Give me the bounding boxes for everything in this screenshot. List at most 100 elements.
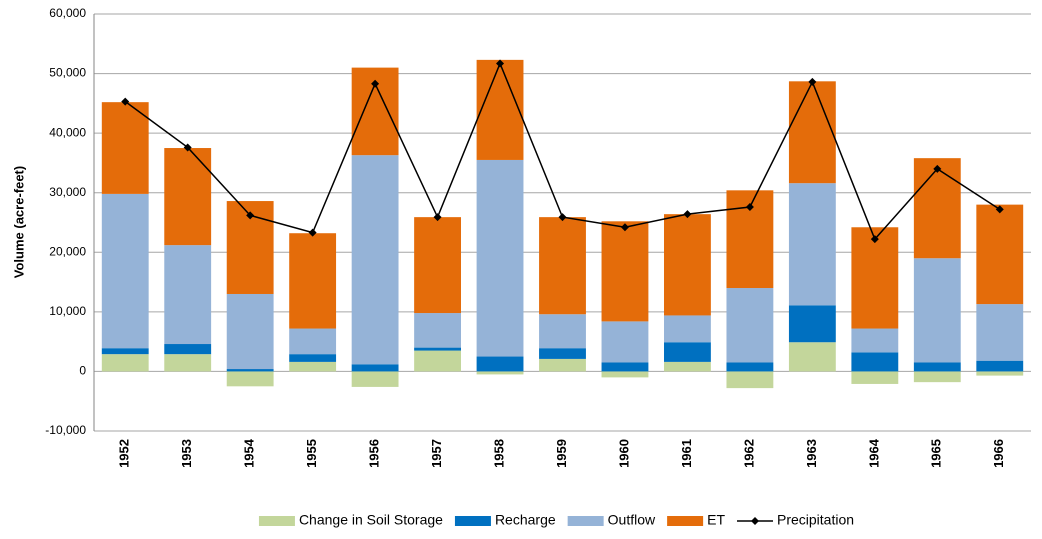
bar-segment [976, 371, 1024, 376]
bar-segment [351, 364, 399, 372]
bar-segment [539, 348, 586, 359]
x-tick-label: 1966 [991, 439, 1006, 468]
bar-segment [539, 217, 586, 315]
y-tick-label: 40,000 [49, 125, 86, 139]
legend-label: Outflow [608, 512, 656, 528]
x-tick-label: 1965 [929, 439, 944, 468]
bar-segment [476, 371, 524, 375]
x-tick-label: 1954 [242, 438, 257, 468]
bar-segment [726, 288, 774, 363]
y-axis-label: Volume (acre-feet) [11, 166, 26, 278]
x-tick-label: 1960 [616, 439, 631, 468]
bar-segment [788, 81, 836, 184]
legend-label: ET [707, 512, 725, 528]
bar-segment [414, 347, 461, 351]
bar-segment [101, 354, 149, 372]
bar-segment [351, 371, 399, 387]
bar-segment [601, 371, 649, 378]
legend-marker [751, 517, 760, 525]
marker [558, 213, 567, 222]
bar-segment [351, 155, 399, 365]
bar-segment [101, 193, 149, 349]
legend-swatch [667, 516, 704, 526]
marker [683, 210, 692, 219]
bar-segment [476, 356, 524, 372]
bar-segment [601, 221, 649, 322]
bar-segment [289, 354, 337, 362]
bar-segment [476, 159, 524, 357]
bar-segment [414, 350, 461, 372]
legend-swatch [258, 516, 295, 526]
bar-segment [101, 348, 149, 355]
bar-segment [414, 217, 461, 314]
legend-swatch [454, 516, 491, 526]
marker [496, 59, 505, 68]
y-tick-label: 50,000 [49, 66, 86, 80]
y-tick-label: 10,000 [49, 304, 86, 318]
x-tick-label: 1956 [367, 439, 382, 468]
bar-segment [851, 328, 899, 353]
legend-swatch [567, 516, 604, 526]
x-tick-label: 1959 [554, 439, 569, 468]
bar-segment [289, 328, 337, 355]
bar-segment [289, 361, 337, 372]
bar-segment [414, 313, 461, 348]
marker [620, 223, 629, 232]
bar-segment [164, 245, 212, 345]
bar-segment [539, 358, 586, 372]
marker [870, 235, 879, 244]
bar-segment [476, 59, 524, 160]
marker [183, 143, 192, 152]
bar-segment [664, 361, 711, 372]
bar-segment [913, 371, 961, 383]
y-tick-label: 30,000 [49, 185, 86, 199]
bar-segment [601, 362, 649, 372]
bar-segment [851, 371, 899, 384]
marker [995, 205, 1004, 214]
bar-segment [101, 102, 149, 194]
bar-segment [164, 354, 212, 372]
bar-segment [726, 362, 774, 372]
marker [745, 203, 754, 212]
bar-segment [226, 369, 274, 372]
y-tick-label: -10,000 [45, 423, 86, 437]
x-tick-label: 1963 [804, 439, 819, 468]
bar-segment [976, 204, 1024, 305]
x-tick-label: 1962 [741, 439, 756, 468]
bar-segment [601, 321, 649, 363]
bar-segment [726, 371, 774, 389]
x-tick-label: 1958 [491, 439, 506, 468]
legend-label: Recharge [495, 512, 556, 528]
bar-segment [851, 227, 899, 329]
legend-label: Precipitation [777, 512, 854, 528]
x-tick-label: 1957 [429, 439, 444, 468]
bar-segment [913, 258, 961, 363]
y-tick-label: 0 [79, 364, 86, 378]
bar-segment [539, 314, 586, 349]
bar-segment [664, 214, 711, 316]
legend-label: Change in Soil Storage [299, 512, 443, 528]
bar-segment [913, 362, 961, 372]
bar-segment [913, 158, 961, 259]
x-tick-label: 1953 [179, 439, 194, 468]
bar-segment [976, 360, 1024, 372]
bar-segment [164, 344, 212, 355]
bar-segment [788, 305, 836, 343]
bar-segment [226, 293, 274, 370]
marker [371, 79, 380, 88]
marker [308, 228, 317, 237]
bar-segment [976, 304, 1024, 361]
y-tick-label: 20,000 [49, 244, 86, 258]
marker [246, 211, 255, 220]
bar-segment [226, 371, 274, 387]
marker [808, 77, 817, 86]
marker [433, 213, 442, 222]
marker [121, 97, 130, 106]
x-tick-label: 1955 [304, 439, 319, 468]
bar-segment [164, 148, 212, 246]
bar-segment [664, 342, 711, 362]
y-tick-label: 60,000 [49, 6, 86, 20]
bar-segment [788, 342, 836, 372]
bar-segment [289, 233, 337, 329]
